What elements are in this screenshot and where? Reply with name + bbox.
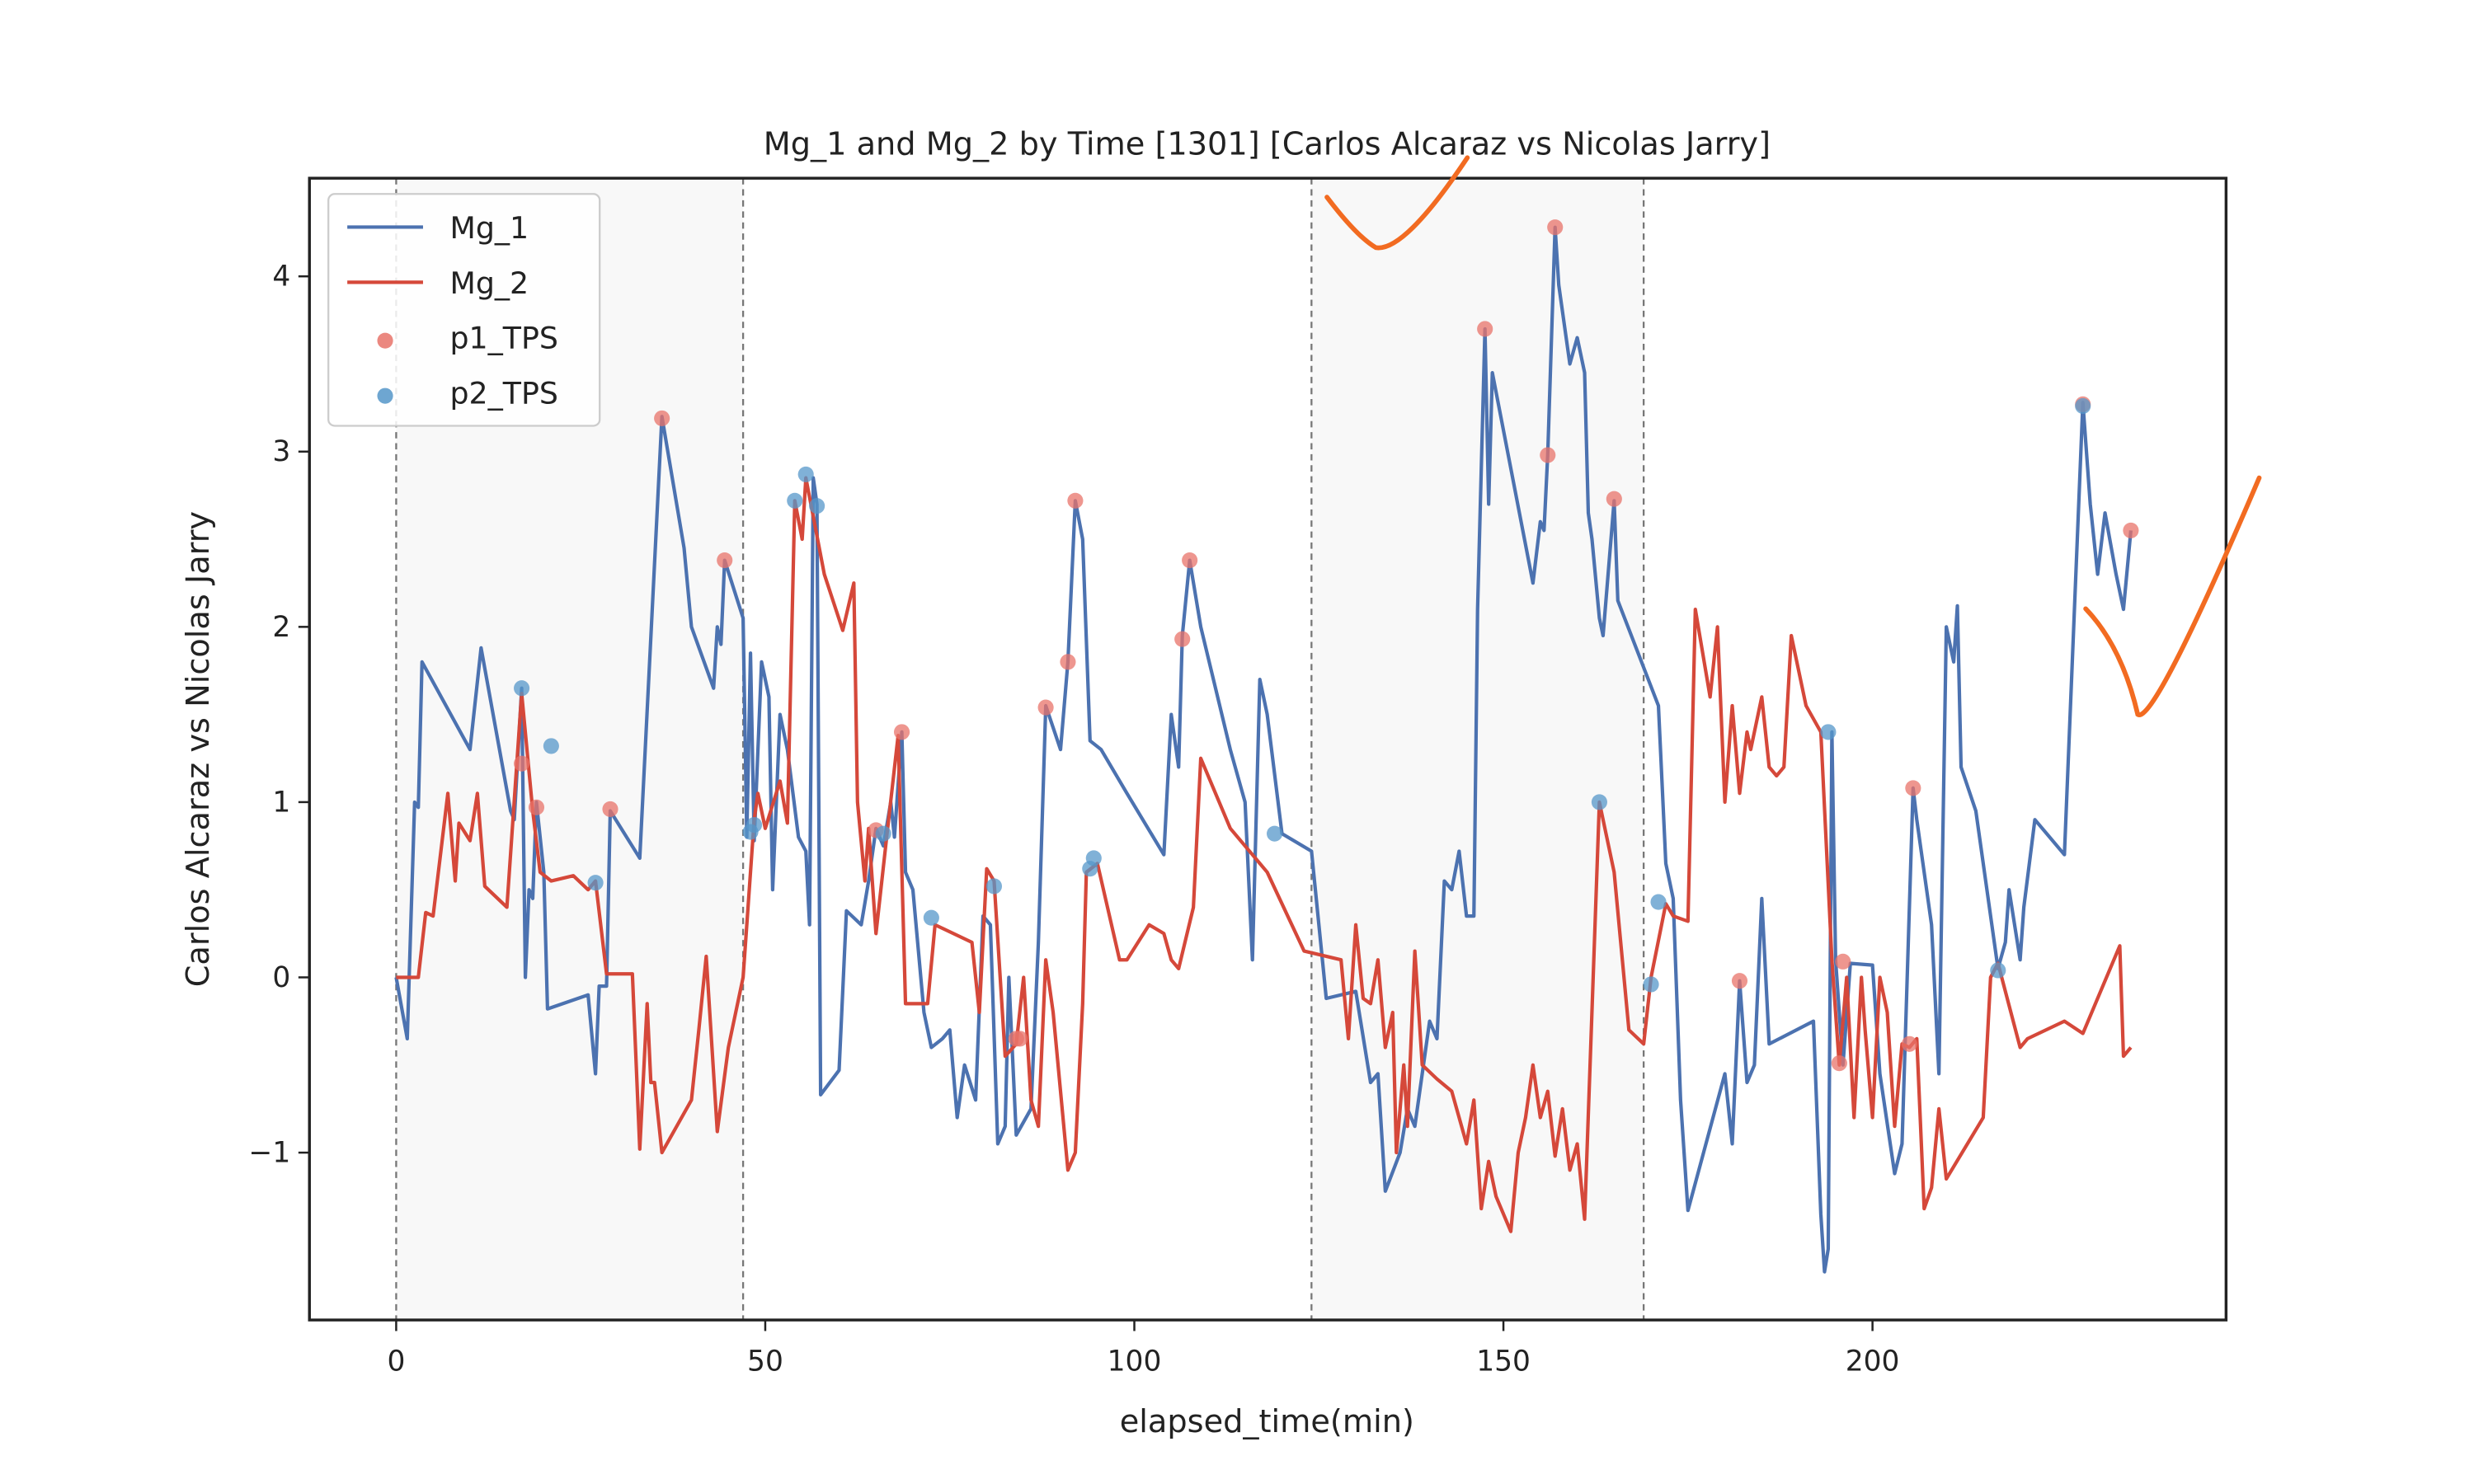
scatter-point: [1267, 825, 1283, 842]
scatter-point: [654, 410, 670, 426]
scatter-point: [2075, 397, 2091, 415]
scatter-point: [1591, 794, 1607, 810]
x-tick-label: 200: [1846, 1345, 1900, 1378]
scatter-point: [787, 492, 803, 509]
scatter-point: [745, 816, 763, 834]
legend-swatch: [377, 332, 393, 349]
scatter-point: [1060, 654, 1076, 670]
scatter-point: [1540, 447, 1556, 463]
legend-label: p1_TPS: [449, 321, 558, 356]
scatter-point: [1477, 321, 1493, 337]
scatter-point: [1835, 953, 1851, 970]
scatter-point: [717, 552, 733, 569]
scatter-point: [2123, 522, 2139, 538]
scatter-point: [1037, 699, 1054, 716]
scatter-point: [1606, 491, 1622, 507]
annotation-stroke: [1324, 155, 1470, 251]
annotation-stroke: [2083, 475, 2262, 717]
y-tick-label: 0: [272, 961, 290, 994]
y-tick-label: 4: [272, 261, 290, 294]
series-line: [394, 225, 2133, 1274]
scatter-point: [797, 466, 814, 482]
scatter-point: [1012, 1031, 1028, 1047]
scatter-point: [1905, 780, 1921, 796]
scatter-point: [1831, 1055, 1847, 1072]
scatter-point: [875, 825, 891, 842]
scatter-point: [1650, 894, 1667, 910]
scatter-point: [1547, 219, 1564, 236]
y-tick-label: 2: [272, 611, 290, 644]
scatter-point: [923, 909, 939, 926]
scatter-point: [1085, 850, 1102, 866]
scatter-point: [1731, 973, 1748, 989]
legend-label: Mg_1: [449, 210, 529, 246]
y-tick-label: 3: [272, 435, 290, 468]
scatter-point: [514, 680, 530, 697]
x-tick-label: 50: [747, 1345, 783, 1378]
scatter-point: [809, 498, 825, 514]
scatter-point: [514, 755, 530, 772]
legend-label: Mg_2: [449, 265, 529, 301]
scatter-point: [893, 724, 910, 740]
x-axis-label: elapsed_time(min): [1120, 1403, 1414, 1440]
scatter-point: [1067, 492, 1084, 509]
scatter-point: [985, 878, 1003, 895]
legend-swatch: [377, 387, 393, 404]
scatter-point: [1901, 1036, 1917, 1052]
x-tick-label: 100: [1108, 1345, 1162, 1378]
scatter-point: [602, 801, 618, 817]
scatter-point: [1643, 976, 1659, 993]
chart-title: Mg_1 and Mg_2 by Time [1301] [Carlos Alc…: [764, 125, 1771, 162]
axes-frame: [308, 176, 2228, 1322]
legend-box: [327, 193, 601, 427]
x-tick-label: 150: [1476, 1345, 1531, 1378]
legend-label: p2_TPS: [449, 376, 558, 411]
scatter-point: [1820, 724, 1837, 740]
plot-area: 0 50 100 150 200 −1 0 1 2 3 4 Mg_1 Mg_2 p1_TPS p2_TPS: [249, 176, 2228, 1378]
scatter-point: [543, 738, 559, 754]
scatter-point: [528, 799, 545, 815]
y-tick-label: −1: [249, 1137, 291, 1170]
legend: Mg_1 Mg_2 p1_TPS p2_TPS: [327, 193, 601, 427]
x-tick-label: 0: [387, 1345, 405, 1378]
scatter-point: [1182, 552, 1198, 569]
scatter-point: [587, 875, 604, 891]
series-line: [396, 476, 2133, 1233]
y-axis-label: Carlos Alcaraz vs Nicolas Jarry: [180, 511, 217, 987]
scatter-point: [1990, 962, 2006, 979]
y-tick-label: 1: [272, 786, 290, 819]
scatter-point: [1174, 631, 1191, 647]
